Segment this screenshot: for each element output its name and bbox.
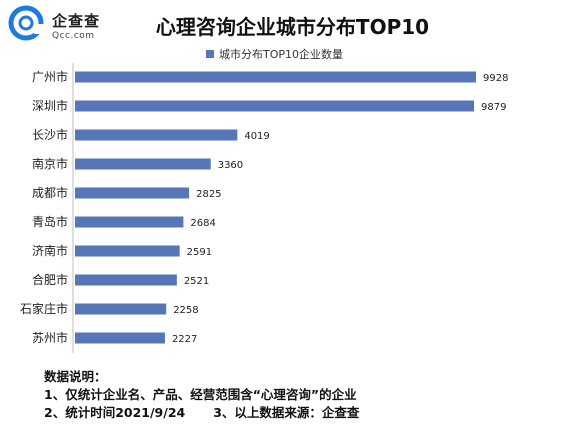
data-label: 2227 [172,334,197,345]
data-label: 2825 [196,189,221,200]
logo-brand: 企查查 [52,12,101,30]
data-label: 3360 [218,160,243,171]
category-label: 深圳市 [32,98,68,113]
legend-label: 城市分布TOP10企业数量 [219,48,344,61]
data-label: 2258 [173,305,198,316]
notes-heading: 数据说明： [44,369,107,384]
legend: 城市分布TOP10企业数量 [206,46,343,62]
data-label: 9879 [481,102,506,113]
category-label: 成都市 [32,185,68,200]
category-label: 南京市 [32,156,68,171]
bar [75,274,177,286]
category-label: 济南市 [32,243,68,258]
logo-domain: Qcc.com [52,31,95,41]
category-label: 合肥市 [32,272,68,287]
qcc-logo: 企查查 Qcc.com [6,4,114,42]
qcc-logo-icon [8,5,46,41]
data-label: 9928 [483,73,508,84]
bar [75,129,238,141]
category-label: 广州市 [32,69,68,84]
category-label: 石家庄市 [20,301,68,316]
category-label: 青岛市 [32,214,68,229]
bar-chart: 广州市 9928 深圳市 9879 长沙市 4019 南京市 3360 成都市 2825 青岛市 26… [20,63,508,353]
bar [75,158,211,170]
bar [75,303,167,315]
category-label: 长沙市 [32,127,68,142]
data-label: 2521 [184,276,209,287]
notes-line-2b: 3、以上数据来源：企查查 [213,405,360,420]
bar [75,187,190,199]
bar [75,245,180,257]
legend-swatch [206,50,214,58]
data-label: 2591 [187,247,212,258]
category-label: 苏州市 [32,330,68,345]
bar [75,71,476,83]
notes-line-1: 1、仅统计企业名、产品、经营范围含“心理咨询”的企业 [44,387,357,402]
bar [75,216,184,228]
data-notes: 数据说明： 1、仅统计企业名、产品、经营范围含“心理咨询”的企业 2、统计时间2… [44,368,359,422]
notes-line-2a: 2、统计时间2021/9/24 [44,405,186,420]
notes-line-2: 2、统计时间2021/9/24 3、以上数据来源：企查查 [44,404,359,422]
data-label: 2684 [190,218,215,229]
bar [75,100,475,112]
bar [75,332,165,344]
data-label: 4019 [244,131,269,142]
chart-title: 心理咨询企业城市分布TOP10 [155,15,430,39]
